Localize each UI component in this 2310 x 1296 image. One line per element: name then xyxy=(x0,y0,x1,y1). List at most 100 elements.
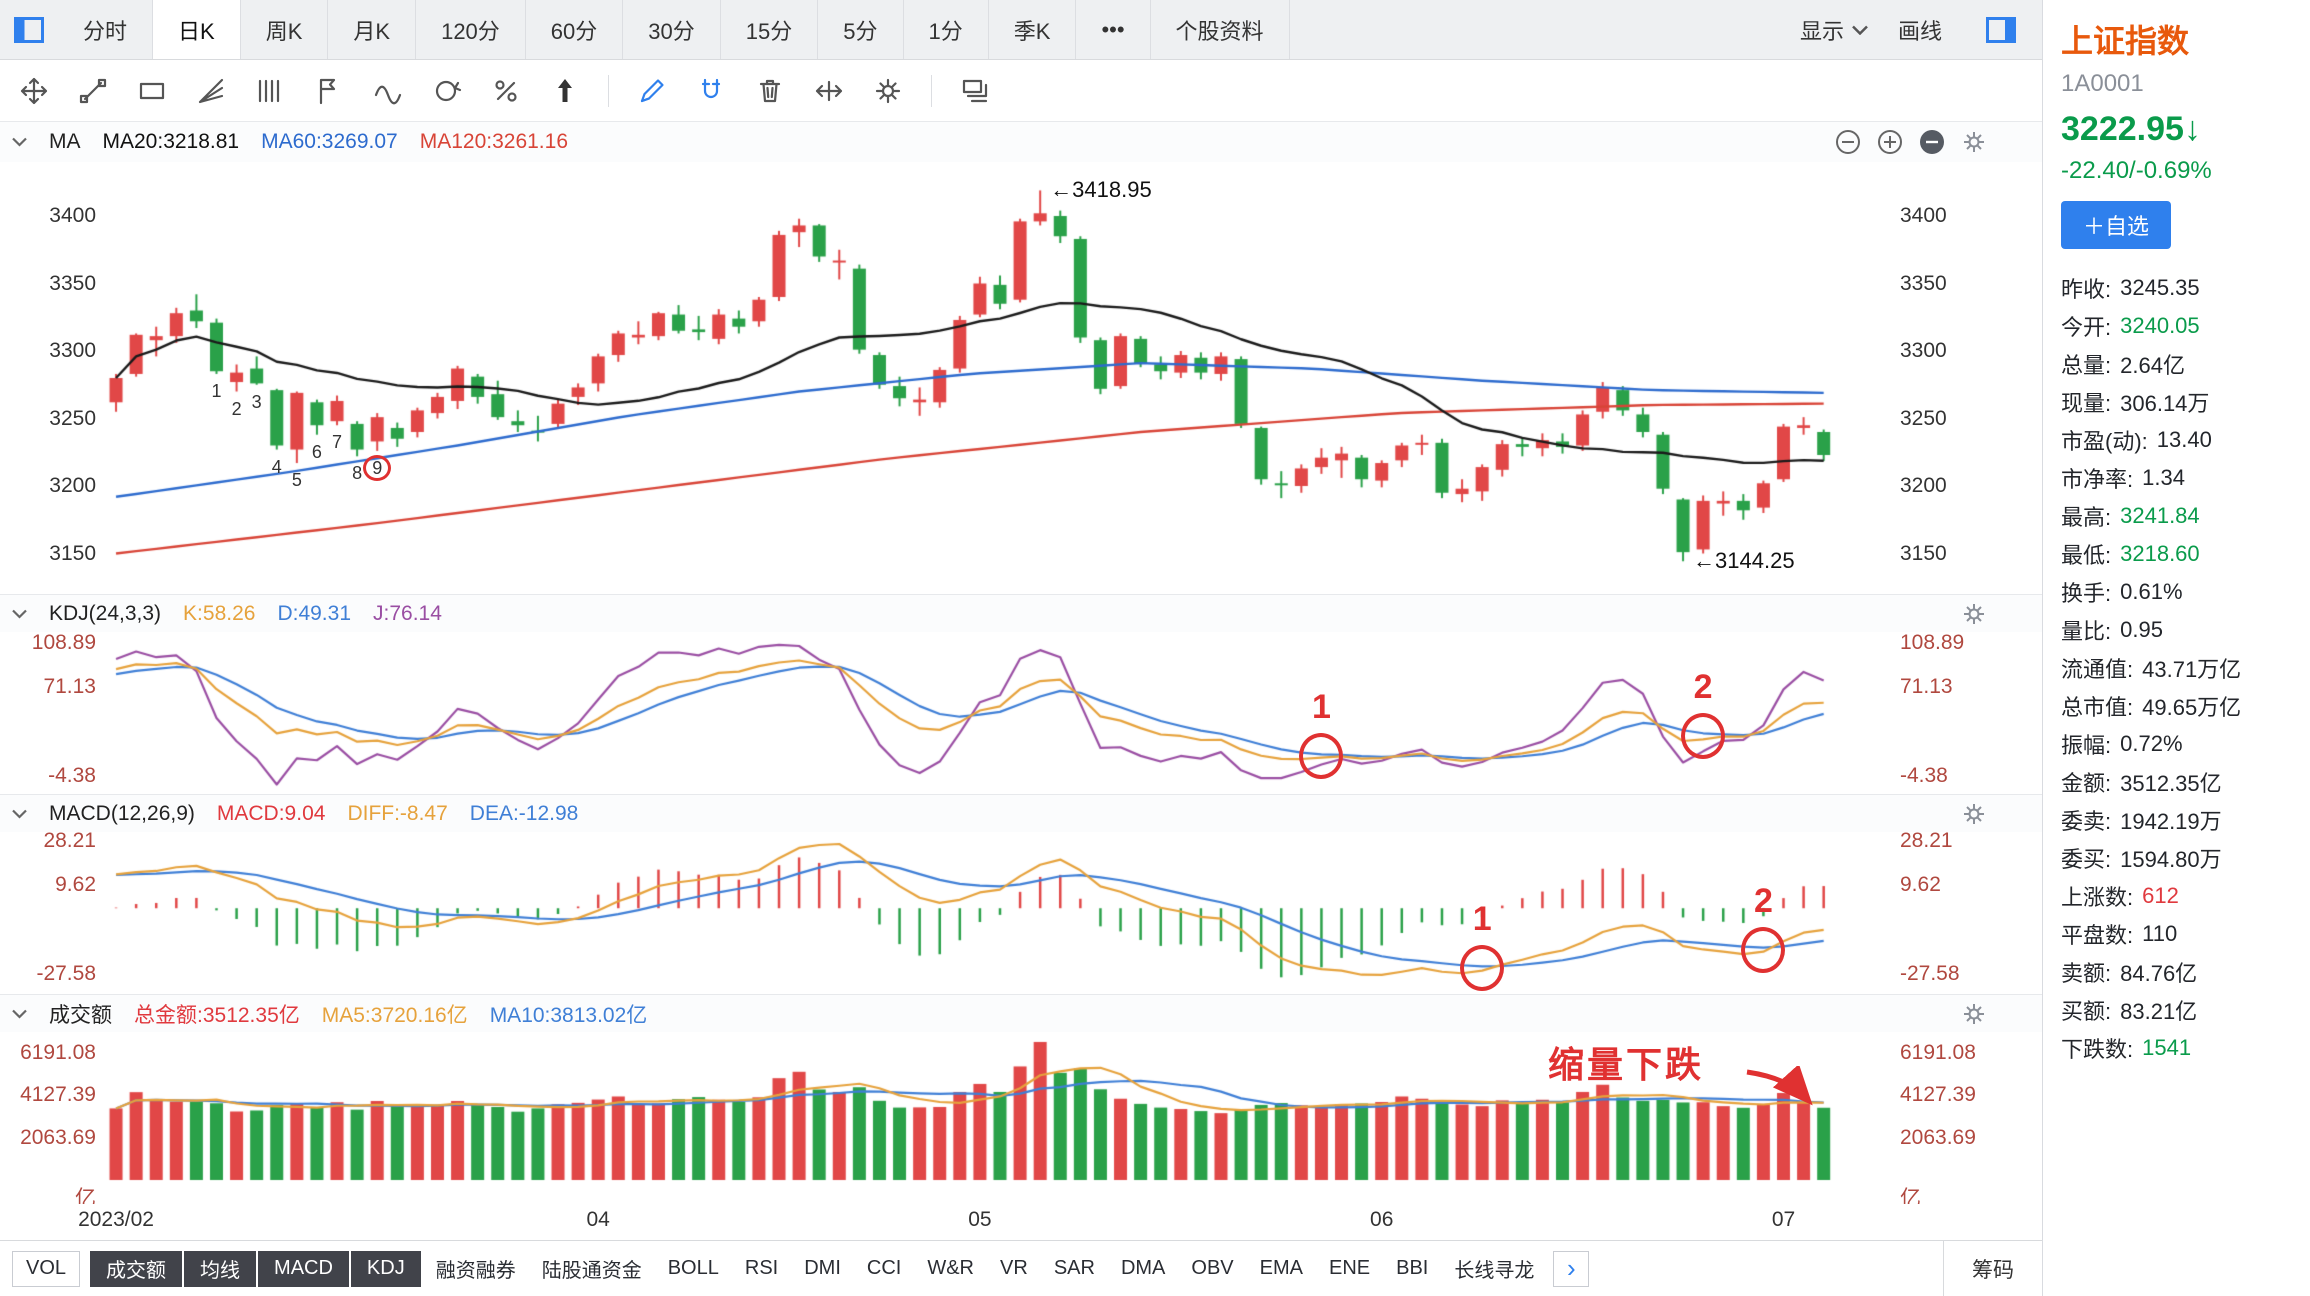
kdj-settings-icon[interactable] xyxy=(1961,601,1987,627)
layout-right-button[interactable] xyxy=(1972,16,2030,43)
trash-tool-icon[interactable] xyxy=(754,75,786,107)
period-tab-5[interactable]: 60分 xyxy=(526,0,624,59)
x-axis-label: 06 xyxy=(1370,1208,1394,1231)
indicator-tab-18[interactable]: BBI xyxy=(1396,1257,1429,1279)
y-axis-label: 3250 xyxy=(1900,406,1947,430)
indicator-tab-2[interactable]: 均线 xyxy=(184,1250,257,1287)
zoom-out-icon[interactable] xyxy=(1835,129,1861,155)
indicator-tab-4[interactable]: KDJ xyxy=(350,1250,421,1287)
period-tab-1[interactable]: 日K xyxy=(153,0,241,59)
quote-stat-label: 委买: xyxy=(2061,847,2112,872)
indicator-tab-1[interactable]: 成交额 xyxy=(90,1250,183,1287)
add-watchlist-button[interactable]: ＋自选 xyxy=(2061,201,2172,249)
arrow-up-tool-icon[interactable] xyxy=(549,75,581,107)
rotate-tool-icon[interactable] xyxy=(431,75,463,107)
volume-settings-icon[interactable] xyxy=(1961,1001,1987,1027)
gear-tool-icon[interactable] xyxy=(872,75,904,107)
kdj-canvas[interactable] xyxy=(106,632,1894,794)
y-axis-label: 108.89 xyxy=(31,630,96,654)
line-tool-icon[interactable] xyxy=(77,75,109,107)
period-tab-7[interactable]: 15分 xyxy=(721,0,819,59)
quote-stat-label: 量比: xyxy=(2061,619,2112,644)
indicator-tab-0[interactable]: VOL xyxy=(12,1250,81,1287)
fan-tool-icon[interactable] xyxy=(195,75,227,107)
indicator-tab-13[interactable]: SAR xyxy=(1053,1257,1095,1279)
rect-tool-icon[interactable] xyxy=(136,75,168,107)
period-tab-8[interactable]: 5分 xyxy=(818,0,904,59)
volume-panel-header: 成交额 总金额:3512.35亿 MA5:3720.16亿 MA10:3813.… xyxy=(0,994,2042,1032)
move-tool-icon[interactable] xyxy=(18,75,50,107)
collapse-chevron-icon[interactable] xyxy=(12,809,27,819)
quote-stat-row: 今开: 3240.05 xyxy=(2061,307,2310,345)
period-tab-0[interactable]: 分时 xyxy=(58,0,154,59)
period-tabbar: 分时 日K 周K 月K 120分 60分 30分 15分 5分 1分 季K ••• 个股资料 显示 画线 xyxy=(0,0,2042,60)
period-tab-12[interactable]: 个股资料 xyxy=(1151,0,1290,59)
ma-settings-icon[interactable] xyxy=(1961,129,1987,155)
macd-canvas[interactable] xyxy=(106,832,1894,994)
flag-tool-icon[interactable] xyxy=(313,75,345,107)
y-axis-label: 3300 xyxy=(49,339,96,362)
indicator-tab-5[interactable]: 融资融券 xyxy=(435,1260,516,1282)
period-tab-6[interactable]: 30分 xyxy=(623,0,721,59)
percent-tool-icon[interactable] xyxy=(490,75,522,107)
indicator-tab-15[interactable]: OBV xyxy=(1191,1257,1234,1279)
indicator-tab-3[interactable]: MACD xyxy=(258,1250,349,1287)
draw-line-button[interactable]: 画线 xyxy=(1897,18,1942,44)
quote-stat-label: 委卖: xyxy=(2061,809,2112,834)
indicator-tab-19[interactable]: 长线寻龙 xyxy=(1454,1260,1535,1282)
wave-tool-icon[interactable] xyxy=(372,75,404,107)
pencil-tool-icon[interactable] xyxy=(636,75,668,107)
indicator-tab-10[interactable]: CCI xyxy=(866,1257,902,1279)
candlestick-canvas[interactable] xyxy=(106,162,1894,594)
period-tab-11[interactable]: ••• xyxy=(1076,0,1151,59)
period-tab-3[interactable]: 月K xyxy=(328,0,417,59)
ma20-value: MA20:3218.81 xyxy=(102,130,240,153)
quote-stat-value: 13.40 xyxy=(2156,427,2212,452)
period-tab-10[interactable]: 季K xyxy=(989,0,1077,59)
period-tab-4[interactable]: 120分 xyxy=(416,0,526,59)
volume-canvas[interactable] xyxy=(106,1032,1894,1204)
indicator-tab-12[interactable]: VR xyxy=(1000,1257,1028,1279)
chevron-down-icon xyxy=(1852,25,1868,35)
quote-stat-value: 110 xyxy=(2142,921,2178,946)
x-axis-label: 2023/02 xyxy=(78,1208,154,1231)
y-axis-label: 3150 xyxy=(1900,541,1947,565)
layers-tool-icon[interactable] xyxy=(959,75,991,107)
collapse-chevron-icon[interactable] xyxy=(12,609,27,619)
bars-tool-icon[interactable] xyxy=(254,75,286,107)
y-axis-label: 9.62 xyxy=(1900,873,1941,897)
more-indicators-button[interactable]: › xyxy=(1553,1250,1590,1287)
main-chart-panel: 3400 3400 3350 3350 3300 3300 3250 3250 3200 3200… xyxy=(0,162,2042,594)
layout-left-icon xyxy=(14,16,44,43)
indicator-tab-14[interactable]: DMA xyxy=(1120,1257,1166,1279)
quote-stat-value: 84.76亿 xyxy=(2120,961,2198,986)
volume-title: 成交额 xyxy=(49,1003,112,1027)
y-axis-label: 6191.08 xyxy=(20,1040,96,1064)
period-tab-9[interactable]: 1分 xyxy=(904,0,989,59)
indicator-tab-6[interactable]: 陆股通资金 xyxy=(541,1260,642,1282)
indicator-tab-7[interactable]: BOLL xyxy=(667,1257,719,1279)
indicator-tab-16[interactable]: EMA xyxy=(1259,1257,1303,1279)
macd-settings-icon[interactable] xyxy=(1961,801,1987,827)
quote-stat-label: 今开: xyxy=(2061,315,2112,340)
indicator-tab-17[interactable]: ENE xyxy=(1328,1257,1371,1279)
zoom-in-icon[interactable] xyxy=(1877,129,1903,155)
collapse-panel-icon[interactable] xyxy=(1919,129,1945,155)
indicator-tab-11[interactable]: W&R xyxy=(927,1257,975,1279)
tab-chips[interactable]: 筹码 xyxy=(1943,1241,2042,1296)
magnet-tool-icon[interactable] xyxy=(695,75,727,107)
volume-chart-panel: 6191.08 6191.08 4127.39 4127.39 2063.69 2063.… xyxy=(0,1032,2042,1210)
collapse-chevron-icon[interactable] xyxy=(12,1009,27,1019)
layout-left-button[interactable] xyxy=(0,0,58,59)
y-axis-label: 3250 xyxy=(49,406,96,430)
indicator-tab-8[interactable]: RSI xyxy=(744,1257,779,1279)
quote-stat-value: 0.72% xyxy=(2120,731,2183,756)
toolbar-divider xyxy=(931,74,932,107)
collapse-chevron-icon[interactable] xyxy=(12,137,27,147)
kdj-panel-header: KDJ(24,3,3) K:58.26 D:49.31 J:76.14 xyxy=(0,594,2042,632)
display-dropdown[interactable]: 显示 xyxy=(1800,14,1868,46)
indicator-tab-9[interactable]: DMI xyxy=(804,1257,841,1279)
period-tab-2[interactable]: 周K xyxy=(241,0,329,59)
quote-stat-value: 1541 xyxy=(2142,1035,2192,1060)
expand-tool-icon[interactable] xyxy=(813,75,845,107)
